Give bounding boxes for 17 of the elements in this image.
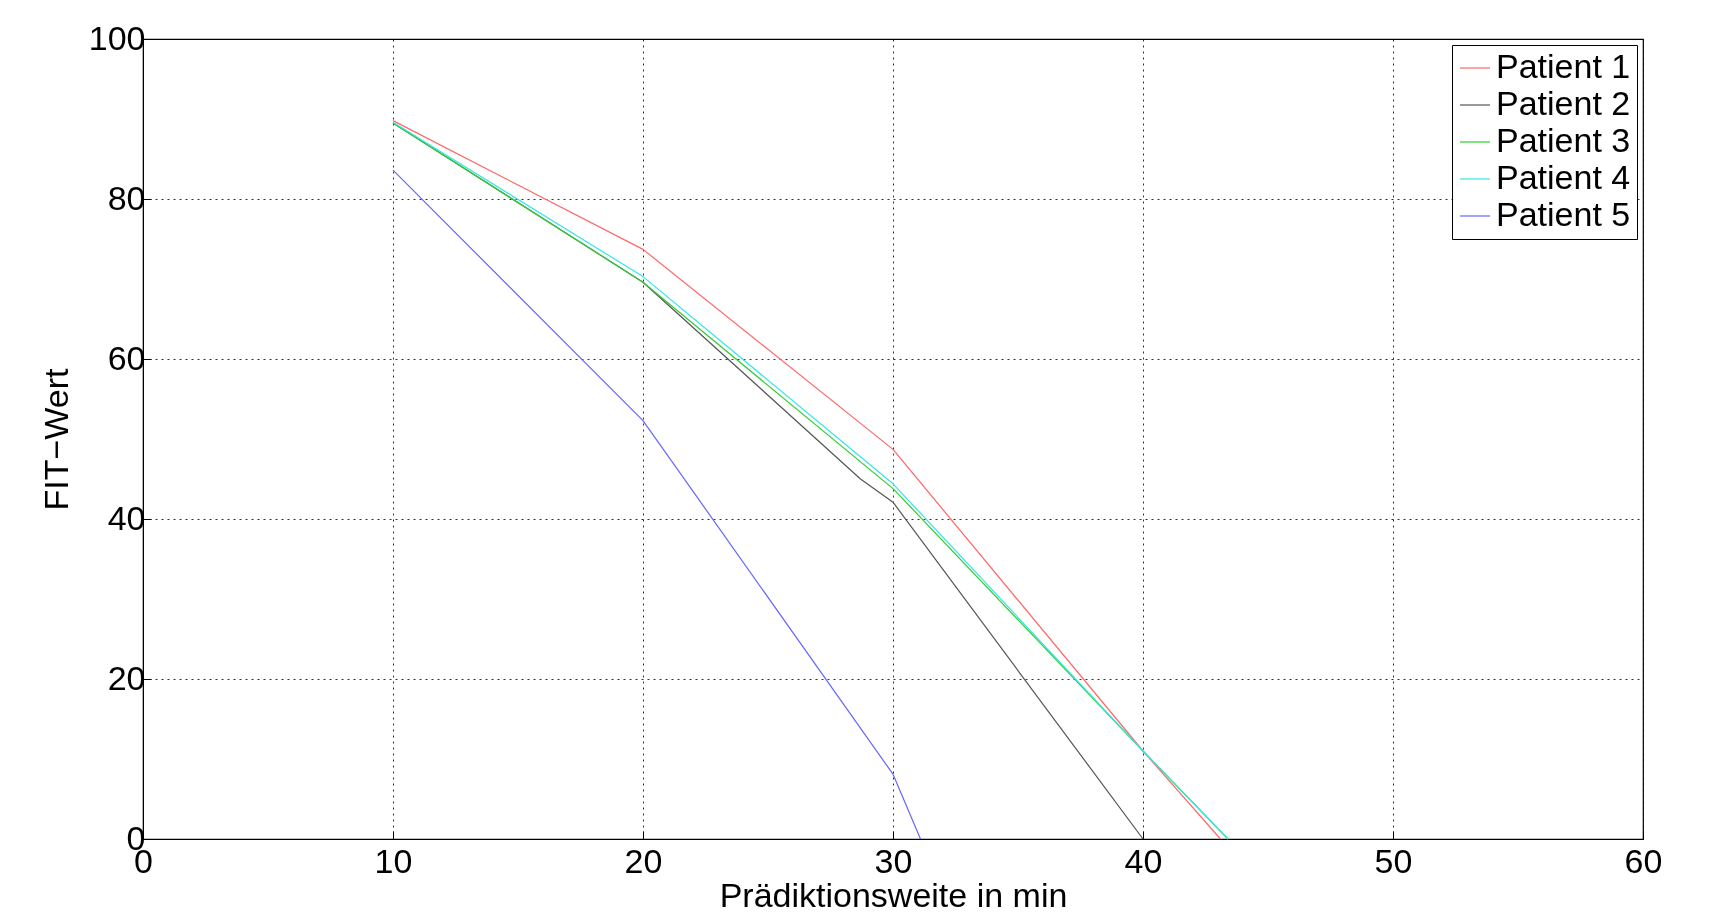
y-tick-label: 80 [107,178,146,217]
legend-label: Patient 1 [1496,47,1631,85]
x-tick-label: 50 [1374,841,1413,880]
y-tick-label: 100 [88,18,146,57]
legend-label: Patient 2 [1496,84,1631,122]
legend-label: Patient 3 [1496,121,1631,159]
legend-label: Patient 5 [1496,195,1631,233]
y-tick-label: 60 [107,338,146,377]
line-series [392,169,922,840]
y-tick-label: 40 [107,498,146,537]
x-tick-label: 10 [374,841,413,880]
legend-label: Patient 4 [1496,158,1631,196]
x-tick-label: 60 [1624,841,1663,880]
y-axis-title: FIT−Wert [36,367,75,511]
y-tick-label: 20 [107,658,146,697]
x-tick-label: 20 [624,841,663,880]
x-tick-label: 40 [1124,841,1163,880]
